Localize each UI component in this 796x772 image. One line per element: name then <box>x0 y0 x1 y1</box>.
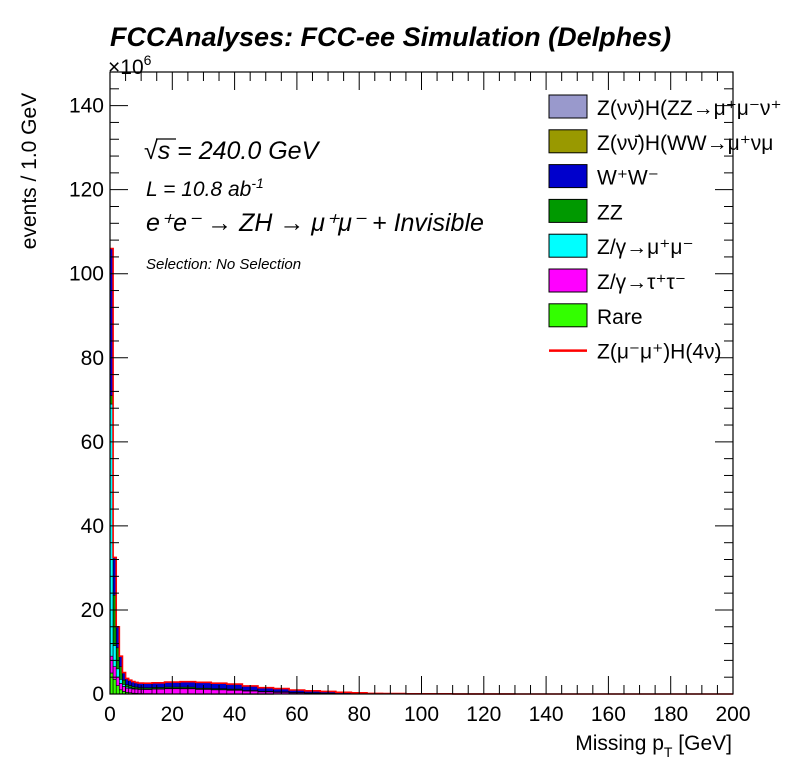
bar-rare <box>112 678 117 695</box>
luminosity-exponent: -1 <box>251 175 263 191</box>
sqrt-symbol: √ <box>144 137 158 165</box>
y-tick-label: 40 <box>81 515 104 538</box>
y-tick-label: 100 <box>69 263 104 286</box>
x-tick-label: 180 <box>653 703 688 726</box>
x-tick-labels: 0 20 40 60 80 100 120 140 160 180 200 <box>104 703 750 726</box>
plot-frame <box>109 71 734 695</box>
sqrt-s-text: s = 240.0 GeV <box>158 137 321 165</box>
selection-annotation: Selection: No Selection <box>146 256 301 273</box>
legend-label: Rare <box>597 306 643 329</box>
legend-swatch <box>548 164 588 189</box>
legend: Z(νν̄)H(ZZ→μ⁺μ⁻ν⁺ Z(νν̄)H(WW→μ⁺νμ W⁺W⁻ ZZ Z/… <box>548 94 782 364</box>
y-multiplier-base: ×10 <box>108 56 144 79</box>
legend-label: Z(μ⁻μ⁺)H(4ν) <box>597 341 722 364</box>
legend-swatch <box>548 268 588 293</box>
x-tick-label: 60 <box>285 703 308 726</box>
legend-swatch <box>548 129 588 154</box>
y-multiplier-exponent: 6 <box>144 52 152 68</box>
x-tick-label: 20 <box>161 703 184 726</box>
x-tick-label: 120 <box>466 703 501 726</box>
bar-z <box>119 678 123 684</box>
x-tick-label: 160 <box>591 703 626 726</box>
y-tick-label: 60 <box>81 431 104 454</box>
y-tick-label: 80 <box>81 347 104 370</box>
bar-z <box>115 668 120 678</box>
y-tick-label: 0 <box>92 683 104 706</box>
x-tick-label: 0 <box>104 703 116 726</box>
legend-label: Z/γ→τ⁺τ⁻ <box>597 271 686 294</box>
luminosity-main: L = 10.8 ab <box>146 178 252 201</box>
legend-swatch <box>548 94 588 119</box>
sqrt-s-annotation: √s = 240.0 GeV <box>144 137 321 165</box>
legend-swatch <box>548 233 588 258</box>
luminosity-annotation: L = 10.8 ab-1 <box>146 175 264 201</box>
bar-zz <box>122 679 126 685</box>
x-axis-label-unit: [GeV] <box>672 732 732 755</box>
y-tick-labels: 0 20 40 60 80 100 120 140 <box>69 95 104 706</box>
bar-z <box>115 676 120 686</box>
axis-ticks <box>109 71 734 695</box>
x-tick-label: 40 <box>223 703 246 726</box>
process-annotation: e⁺e⁻ → ZH → μ⁺μ⁻ + Invisible <box>146 209 484 237</box>
bar-zz <box>128 685 133 688</box>
legend-label: W⁺W⁻ <box>597 167 659 190</box>
bar-z <box>151 688 165 695</box>
x-tick-label: 140 <box>529 703 564 726</box>
legend-swatch <box>548 198 588 223</box>
legend-swatch <box>548 303 588 328</box>
y-tick-label: 120 <box>69 179 104 202</box>
bar-z <box>112 645 117 667</box>
x-axis-label-main: Missing p <box>575 732 664 755</box>
chart-title: FCCAnalyses: FCC-ee Simulation (Delphes) <box>110 22 671 52</box>
y-tick-label: 20 <box>81 599 104 622</box>
bar-z <box>131 688 136 694</box>
legend-label: Z(νν̄)H(WW→μ⁺νμ <box>597 132 773 155</box>
legend-label: ZZ <box>597 201 623 224</box>
bar-rare <box>119 689 123 695</box>
x-axis-label: Missing pT [GeV] <box>575 732 732 760</box>
histogram-stack <box>109 248 516 695</box>
annotations: √s = 240.0 GeV L = 10.8 ab-1 e⁺e⁻ → ZH →… <box>144 137 484 273</box>
legend-label: Z/γ→μ⁺μ⁻ <box>597 236 694 259</box>
y-axis-label: events / 1.0 GeV <box>18 93 41 249</box>
bar-z <box>134 688 139 694</box>
x-tick-label: 100 <box>404 703 439 726</box>
bar-rare <box>115 685 120 695</box>
y-multiplier: ×106 <box>108 52 152 79</box>
bar-z <box>128 688 133 694</box>
bar-z <box>119 683 123 691</box>
bar-z <box>143 689 153 694</box>
x-axis-label-subscript: T <box>664 744 673 760</box>
x-tick-label: 80 <box>348 703 371 726</box>
y-tick-label: 140 <box>69 95 104 118</box>
x-tick-label: 200 <box>715 703 750 726</box>
legend-label: Z(νν̄)H(ZZ→μ⁺μ⁻ν⁺ <box>597 97 782 120</box>
